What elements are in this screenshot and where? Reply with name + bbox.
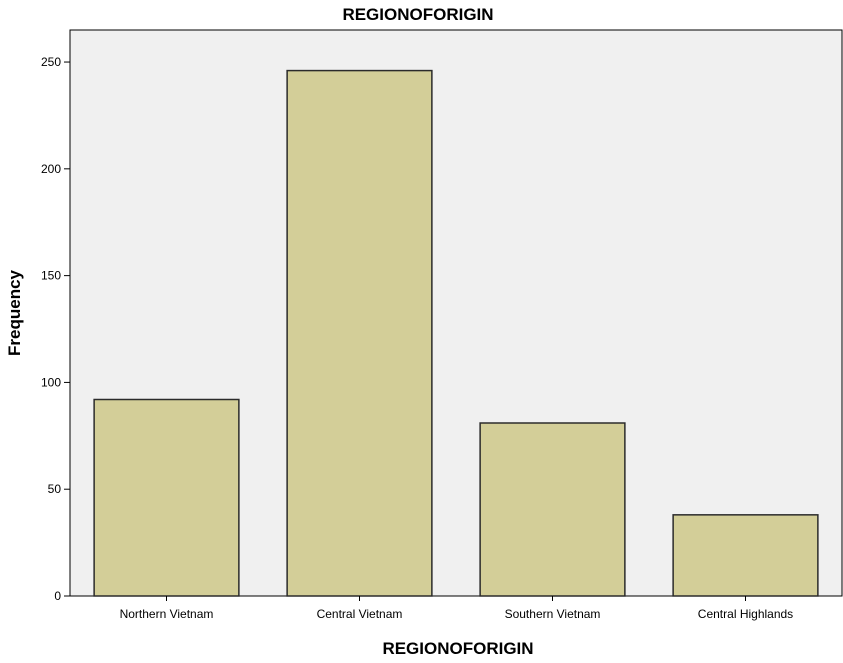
y-tick-label: 200 (41, 162, 61, 176)
x-tick-label: Central Vietnam (317, 607, 403, 621)
y-tick-label: 100 (41, 375, 61, 389)
y-tick-label: 50 (48, 482, 62, 496)
y-axis: 0 50 100 150 200 250 (41, 55, 70, 603)
x-tick-label: Central Highlands (698, 607, 793, 621)
y-axis-label: Frequency (5, 269, 24, 356)
bar (672, 514, 819, 597)
y-tick-label: 0 (54, 589, 61, 603)
y-tick-label: 150 (41, 269, 61, 283)
chart-title: REGIONOFORIGIN (342, 5, 493, 24)
x-tick-label: Northern Vietnam (120, 607, 214, 621)
x-axis-label: REGIONOFORIGIN (382, 639, 533, 658)
y-tick-label: 250 (41, 55, 61, 69)
x-axis: Northern Vietnam Central Vietnam Southern … (120, 596, 793, 621)
bar (286, 69, 433, 597)
bar (93, 398, 240, 597)
bar (479, 422, 626, 597)
x-tick-label: Southern Vietnam (505, 607, 601, 621)
bars (93, 69, 819, 597)
